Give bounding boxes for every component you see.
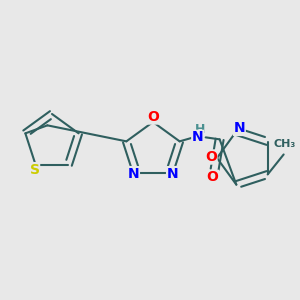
Text: O: O [207,170,219,184]
Text: N: N [192,130,203,144]
Text: N: N [233,122,245,135]
Text: S: S [29,163,40,177]
Text: O: O [147,110,159,124]
Text: N: N [167,167,178,181]
Text: O: O [205,150,217,164]
Text: N: N [128,167,140,181]
Text: CH₃: CH₃ [274,140,296,149]
Text: H: H [194,123,205,136]
